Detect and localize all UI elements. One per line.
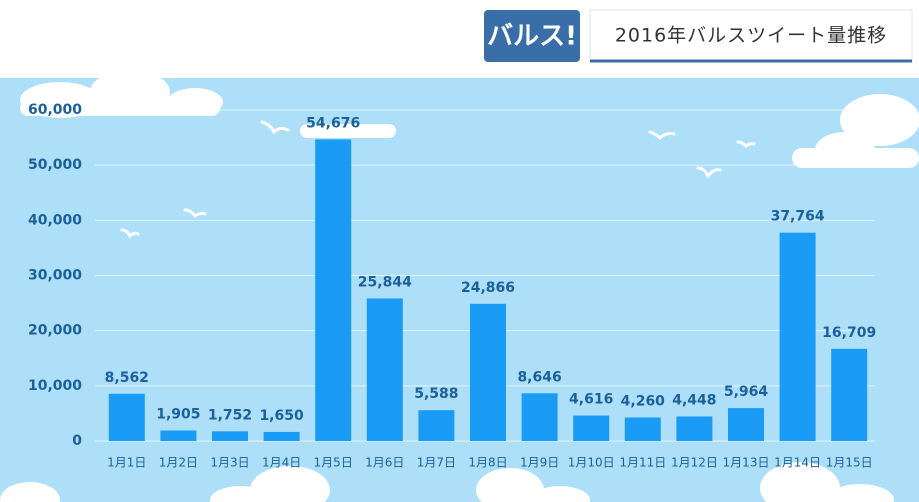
x-tick-label: 1月14日 <box>774 456 821 470</box>
x-tick-label: 1月5日 <box>314 456 353 470</box>
x-tick-label: 1月4日 <box>262 456 301 470</box>
value-label: 1,650 <box>259 408 304 424</box>
value-label: 24,866 <box>461 280 515 296</box>
y-tick-label: 20,000 <box>28 323 82 339</box>
bar <box>779 232 816 441</box>
bar <box>366 298 403 441</box>
chart-background <box>0 78 919 502</box>
bar <box>573 415 610 441</box>
bar <box>263 431 300 441</box>
x-tick-label: 1月1日 <box>107 456 146 470</box>
x-tick-label: 1月6日 <box>365 456 404 470</box>
y-tick-label: 0 <box>72 433 82 449</box>
bar <box>108 393 145 441</box>
x-tick-label: 1月13日 <box>723 456 770 470</box>
bar <box>624 417 661 441</box>
bar <box>212 431 248 441</box>
value-label: 8,562 <box>105 370 149 386</box>
bar <box>418 410 455 441</box>
value-label: 54,676 <box>306 115 360 131</box>
value-label: 4,448 <box>672 392 716 408</box>
x-tick-label: 1月11日 <box>619 456 666 470</box>
value-label: 25,844 <box>358 274 412 290</box>
bar <box>728 408 764 441</box>
value-label: 8,646 <box>517 369 561 385</box>
value-label: 5,588 <box>414 386 458 402</box>
bar <box>160 430 197 441</box>
bar <box>315 139 352 441</box>
x-tick-label: 1月12日 <box>671 456 718 470</box>
x-tick-label: 1月8日 <box>468 456 507 470</box>
chart-title: 2016年バルスツイート量推移 <box>615 25 887 47</box>
y-tick-label: 40,000 <box>28 212 82 228</box>
value-label: 5,964 <box>724 384 769 400</box>
x-tick-label: 1月3日 <box>210 456 249 470</box>
x-tick-label: 1月10日 <box>568 456 615 470</box>
x-tick-label: 1月2日 <box>159 456 198 470</box>
value-label: 16,709 <box>822 325 876 341</box>
value-label: 4,616 <box>569 392 613 408</box>
y-tick-label: 10,000 <box>28 378 82 394</box>
logo: バルス! <box>487 22 577 52</box>
y-tick-label: 60,000 <box>28 102 82 118</box>
x-tick-label: 1月15日 <box>826 456 873 470</box>
bar <box>831 348 868 441</box>
value-label: 37,764 <box>771 209 825 225</box>
y-tick-label: 30,000 <box>28 268 82 284</box>
bar <box>470 303 506 441</box>
birds <box>120 120 756 239</box>
value-label: 4,260 <box>621 393 666 409</box>
logo-box <box>484 10 580 62</box>
x-tick-label: 1月9日 <box>520 456 559 470</box>
title-box <box>589 9 913 63</box>
bar <box>521 393 558 441</box>
y-tick-label: 50,000 <box>28 157 82 173</box>
value-label: 1,905 <box>156 406 200 422</box>
x-tick-label: 1月7日 <box>417 456 456 470</box>
bar <box>676 416 713 441</box>
value-label: 1,752 <box>208 407 252 423</box>
clouds <box>0 70 919 502</box>
